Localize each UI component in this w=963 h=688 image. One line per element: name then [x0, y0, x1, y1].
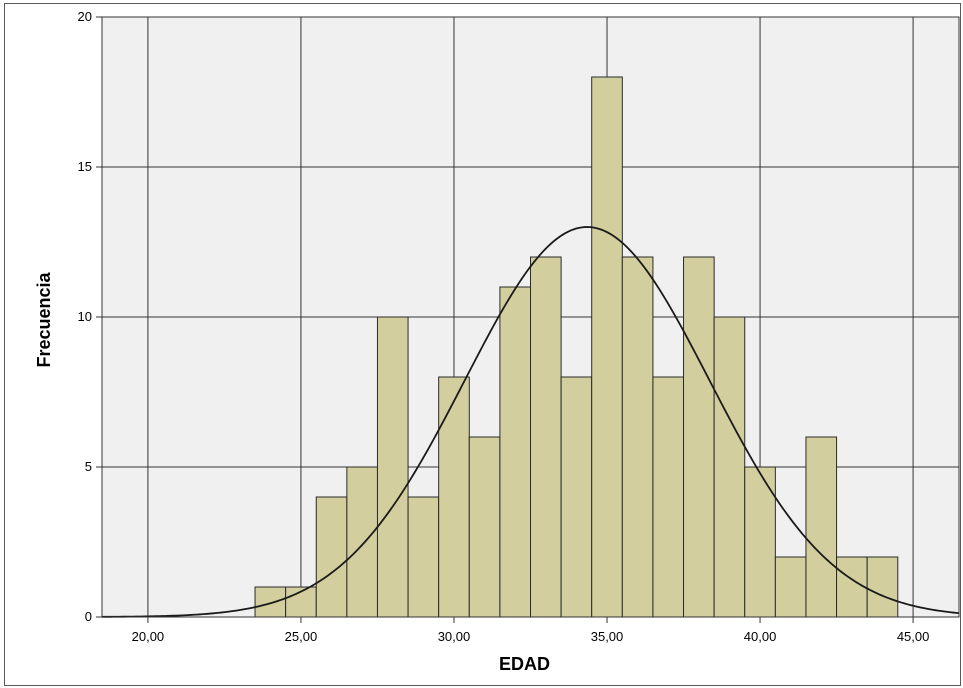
histogram-bar [407, 496, 440, 618]
x-tick-label: 20,00 [132, 629, 165, 644]
histogram-bar [315, 496, 348, 618]
histogram-bar [866, 556, 899, 618]
y-tick-label: 0 [85, 609, 92, 624]
histogram-bar [499, 286, 531, 618]
y-tick-label: 15 [78, 159, 92, 174]
histogram-bar [713, 316, 746, 618]
normal-curve [101, 226, 960, 618]
x-tick-label: 45,00 [897, 629, 930, 644]
histogram-bar [254, 586, 287, 618]
y-axis-title: Frecuencia [34, 271, 54, 367]
histogram-bar [836, 556, 868, 618]
histogram-bar [652, 376, 685, 618]
y-tick-label: 5 [85, 459, 92, 474]
histogram-bar [774, 556, 807, 618]
x-axis-title: EDAD [499, 654, 550, 674]
y-tick-label: 20 [78, 9, 92, 24]
x-axis-ticks: 20,00 25,00 30,00 35,00 40,00 45,00 [132, 617, 930, 644]
x-tick-label: 35,00 [591, 629, 624, 644]
histogram-bar [744, 466, 776, 618]
histogram-bar [438, 376, 470, 618]
x-tick-label: 40,00 [744, 629, 777, 644]
histogram-bar [560, 376, 593, 618]
y-axis-ticks: 0 5 10 15 20 [78, 9, 102, 624]
histogram-bar [530, 256, 562, 618]
y-tick-label: 10 [78, 309, 92, 324]
histogram-bar [621, 256, 654, 618]
histogram-bar [591, 76, 623, 618]
histogram-bar [376, 316, 409, 618]
histogram-bar [683, 256, 715, 618]
histogram-bar [346, 466, 378, 618]
x-tick-label: 30,00 [438, 629, 471, 644]
histogram-bar [805, 436, 838, 618]
x-tick-label: 25,00 [285, 629, 318, 644]
histogram-bar [468, 436, 501, 618]
